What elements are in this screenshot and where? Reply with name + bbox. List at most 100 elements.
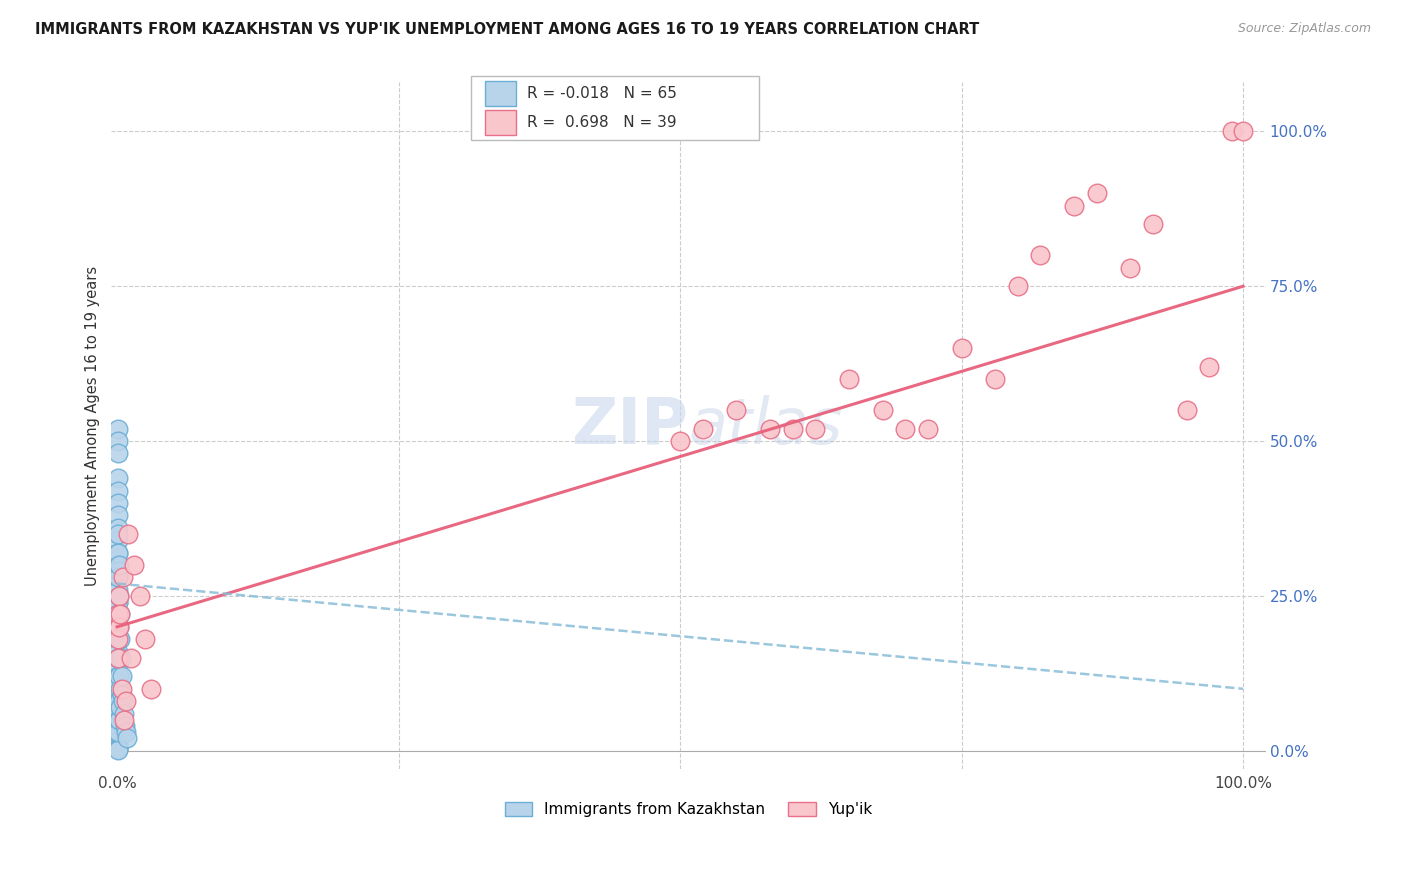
- Point: [107, 521, 129, 535]
- Point: [107, 650, 129, 665]
- Point: [114, 719, 136, 733]
- Point: [111, 570, 134, 584]
- Point: [107, 734, 129, 748]
- Point: [782, 422, 804, 436]
- Point: [107, 570, 129, 584]
- Point: [107, 739, 129, 753]
- Point: [107, 669, 129, 683]
- Point: [107, 607, 129, 622]
- Point: [110, 681, 132, 696]
- Y-axis label: Unemployment Among Ages 16 to 19 years: Unemployment Among Ages 16 to 19 years: [86, 266, 100, 586]
- Point: [107, 446, 129, 460]
- Point: [107, 589, 129, 603]
- Point: [1085, 186, 1108, 201]
- Text: IMMIGRANTS FROM KAZAKHSTAN VS YUP'IK UNEMPLOYMENT AMONG AGES 16 TO 19 YEARS CORR: IMMIGRANTS FROM KAZAKHSTAN VS YUP'IK UNE…: [35, 22, 980, 37]
- Point: [950, 341, 973, 355]
- Point: [1029, 248, 1052, 262]
- Point: [107, 713, 129, 727]
- Point: [1175, 403, 1198, 417]
- Point: [1142, 217, 1164, 231]
- Point: [107, 620, 129, 634]
- Point: [134, 632, 156, 647]
- Point: [107, 533, 129, 548]
- Point: [1220, 124, 1243, 138]
- Point: [108, 681, 131, 696]
- Point: [110, 607, 132, 622]
- Point: [872, 403, 894, 417]
- Point: [107, 595, 129, 609]
- Point: [115, 731, 138, 746]
- Point: [107, 681, 129, 696]
- Point: [111, 694, 134, 708]
- Point: [107, 558, 129, 572]
- Point: [107, 713, 129, 727]
- Point: [107, 564, 129, 578]
- Point: [107, 508, 129, 523]
- Point: [1232, 124, 1254, 138]
- Point: [122, 558, 145, 572]
- Point: [107, 645, 129, 659]
- Text: R =  0.698   N = 39: R = 0.698 N = 39: [527, 115, 676, 129]
- Point: [107, 570, 129, 584]
- Text: Source: ZipAtlas.com: Source: ZipAtlas.com: [1237, 22, 1371, 36]
- Text: atlas: atlas: [689, 394, 842, 457]
- Point: [108, 632, 131, 647]
- Point: [108, 694, 131, 708]
- Point: [107, 620, 129, 634]
- Text: ZIP: ZIP: [571, 394, 689, 457]
- Legend: Immigrants from Kazakhstan, Yup'ik: Immigrants from Kazakhstan, Yup'ik: [499, 797, 879, 823]
- Point: [115, 725, 138, 739]
- Point: [107, 650, 129, 665]
- Point: [107, 620, 129, 634]
- Point: [120, 650, 142, 665]
- Text: R = -0.018   N = 65: R = -0.018 N = 65: [527, 87, 678, 101]
- Point: [107, 632, 129, 647]
- Point: [107, 688, 129, 702]
- Point: [107, 700, 129, 714]
- Point: [112, 706, 135, 721]
- Point: [107, 582, 129, 597]
- Point: [107, 722, 129, 736]
- Point: [692, 422, 714, 436]
- Point: [1119, 260, 1142, 275]
- Point: [108, 589, 131, 603]
- Point: [107, 422, 129, 436]
- Point: [759, 422, 782, 436]
- Point: [107, 471, 129, 485]
- Point: [110, 700, 132, 714]
- Point: [1198, 359, 1220, 374]
- Point: [107, 607, 129, 622]
- Point: [107, 725, 129, 739]
- Point: [107, 669, 129, 683]
- Point: [110, 650, 132, 665]
- Point: [107, 434, 129, 448]
- Point: [838, 372, 860, 386]
- Point: [107, 657, 129, 671]
- Point: [108, 607, 131, 622]
- Point: [107, 706, 129, 721]
- Point: [1007, 279, 1029, 293]
- Point: [115, 694, 138, 708]
- Point: [725, 403, 748, 417]
- Point: [117, 527, 139, 541]
- Point: [111, 688, 134, 702]
- Point: [804, 422, 827, 436]
- Point: [107, 650, 129, 665]
- Point: [107, 527, 129, 541]
- Point: [107, 632, 129, 647]
- Point: [107, 545, 129, 559]
- Point: [128, 589, 150, 603]
- Point: [984, 372, 1007, 386]
- Point: [107, 743, 129, 757]
- Point: [107, 675, 129, 690]
- Point: [917, 422, 939, 436]
- Point: [107, 558, 129, 572]
- Point: [110, 669, 132, 683]
- Point: [669, 434, 692, 448]
- Point: [107, 728, 129, 742]
- Point: [107, 496, 129, 510]
- Point: [108, 620, 131, 634]
- Point: [112, 713, 135, 727]
- Point: [107, 719, 129, 733]
- Point: [107, 694, 129, 708]
